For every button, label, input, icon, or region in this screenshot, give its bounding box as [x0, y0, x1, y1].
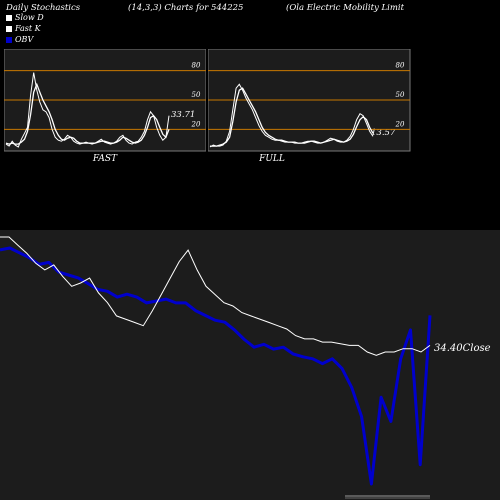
obv-line [0, 246, 432, 486]
legend-slow-d: Slow D [6, 13, 44, 22]
level-label-50: 50 [192, 91, 201, 99]
chart-title-left: Daily Stochastics [6, 3, 81, 13]
bottom-volume-strip [345, 495, 430, 499]
level-label-80: 80 [192, 62, 201, 70]
level-label-50: 50 [396, 91, 405, 99]
close-last-value: 34.40Close [434, 343, 491, 354]
close-line [0, 236, 431, 356]
full-stochastic-chart: FULL 13.57 80 50 20 [208, 49, 411, 164]
slow-d-line [5, 82, 170, 145]
legend-swatch-icon [6, 37, 12, 43]
price-obv-chart: 34.40Close [0, 230, 500, 500]
slow-d-line [210, 87, 374, 147]
legend-fast-k: Fast K [6, 24, 41, 33]
full-panel-title: FULL [258, 154, 285, 164]
level-label-20: 20 [191, 120, 201, 128]
fast-panel-title: FAST [92, 154, 118, 164]
legend-swatch-icon [6, 26, 12, 32]
legend-swatch-icon [6, 15, 12, 21]
legend-obv: OBV [6, 35, 33, 44]
chart-title-right: (Ola Electric Mobility Limit [286, 3, 405, 13]
fast-stochastic-chart: FAST 33.71 80 50 20 [4, 49, 206, 164]
fast-last-value: 33.71 [171, 110, 195, 120]
chart-title-mid: (14,3,3) Charts for 544225 [128, 3, 244, 13]
level-label-80: 80 [396, 62, 405, 70]
full-last-value: 13.57 [371, 128, 396, 138]
level-label-20: 20 [395, 120, 405, 128]
main-panel-bg [0, 230, 500, 500]
